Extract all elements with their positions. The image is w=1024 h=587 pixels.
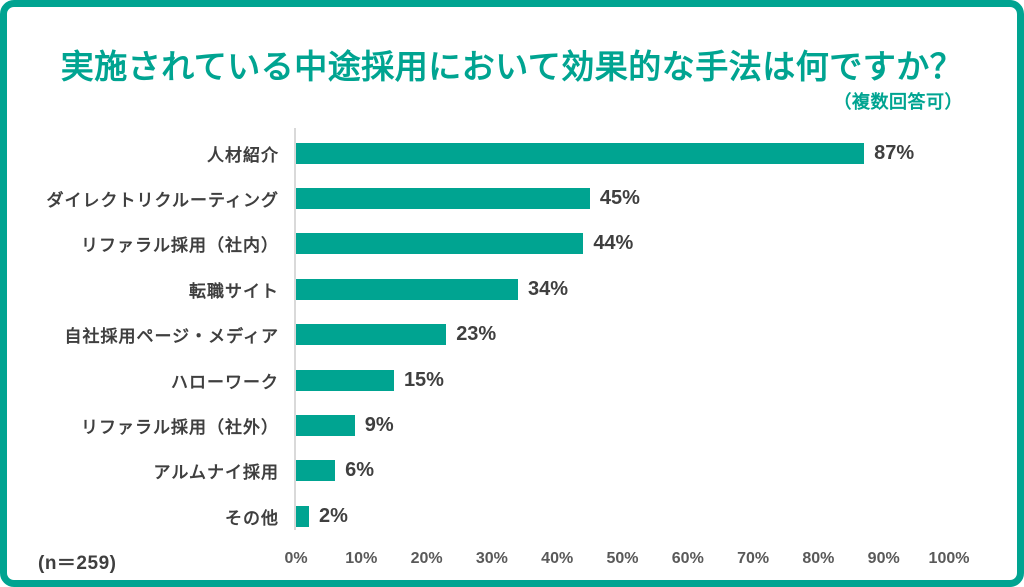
bar-row: 転職サイト 34%	[7, 276, 1017, 302]
category-label: 転職サイト	[189, 281, 279, 301]
value-label: 87%	[874, 141, 915, 164]
bar	[296, 278, 519, 300]
bar	[296, 324, 447, 346]
category-label: ダイレクトリクルーティング	[46, 190, 279, 210]
bar-row: アルムナイ採用 6%	[7, 458, 1017, 484]
x-tick-label: 50%	[606, 550, 639, 567]
bar-row: その他 2%	[7, 503, 1017, 529]
x-tick-label: 80%	[802, 550, 835, 567]
category-label: 自社採用ページ・メディア	[64, 327, 279, 347]
category-label: リファラル採用（社内）	[81, 236, 279, 256]
bar-chart: 人材紹介 87% ダイレクトリクルーティング 45% リファラル採用（社内） 44% 転職サ…	[7, 7, 1017, 580]
bar	[296, 460, 336, 482]
category-label: リファラル採用（社外）	[81, 417, 279, 437]
bar	[296, 233, 584, 255]
value-label: 45%	[599, 186, 640, 209]
category-label: その他	[225, 508, 279, 528]
value-label: 15%	[403, 368, 444, 391]
bar-row: リファラル採用（社内） 44%	[7, 231, 1017, 257]
bar	[296, 369, 394, 391]
x-tick-label: 70%	[737, 550, 770, 567]
bar	[296, 505, 310, 527]
x-tick-label: 10%	[345, 550, 378, 567]
x-tick-label: 40%	[541, 550, 574, 567]
x-tick-label: 30%	[475, 550, 508, 567]
category-label: ハローワーク	[171, 372, 279, 392]
x-tick-label: 100%	[928, 550, 970, 567]
value-label: 2%	[319, 504, 348, 527]
value-label: 44%	[593, 232, 634, 255]
bar-row: ハローワーク 15%	[7, 367, 1017, 393]
bar	[296, 142, 865, 164]
x-axis: 0% 10% 20% 30% 40% 50% 60% 70% 80% 90% 100%	[7, 550, 1017, 572]
y-axis-line	[294, 128, 296, 530]
chart-subtitle: （複数回答可）	[833, 92, 963, 112]
x-tick-label: 20%	[410, 550, 443, 567]
sample-size-note: (n＝259)	[38, 553, 117, 574]
bar-row: 人材紹介 87%	[7, 140, 1017, 166]
category-label: アルムナイ採用	[153, 463, 279, 483]
value-label: 34%	[528, 277, 569, 300]
category-label: 人材紹介	[207, 145, 279, 165]
x-tick-label: 0%	[284, 550, 308, 567]
chart-title: 実施されている中途採用において効果的な手法は何ですか？	[60, 48, 964, 85]
x-tick-label: 60%	[671, 550, 704, 567]
x-tick-label: 90%	[867, 550, 900, 567]
bar-row: リファラル採用（社外） 9%	[7, 412, 1017, 438]
bar	[296, 414, 355, 436]
bar-row: ダイレクトリクルーティング 45%	[7, 185, 1017, 211]
value-label: 23%	[456, 323, 497, 346]
bar	[296, 187, 590, 209]
value-label: 9%	[364, 413, 394, 436]
bar-row: 自社採用ページ・メディア 23%	[7, 322, 1017, 348]
value-label: 6%	[345, 459, 375, 482]
